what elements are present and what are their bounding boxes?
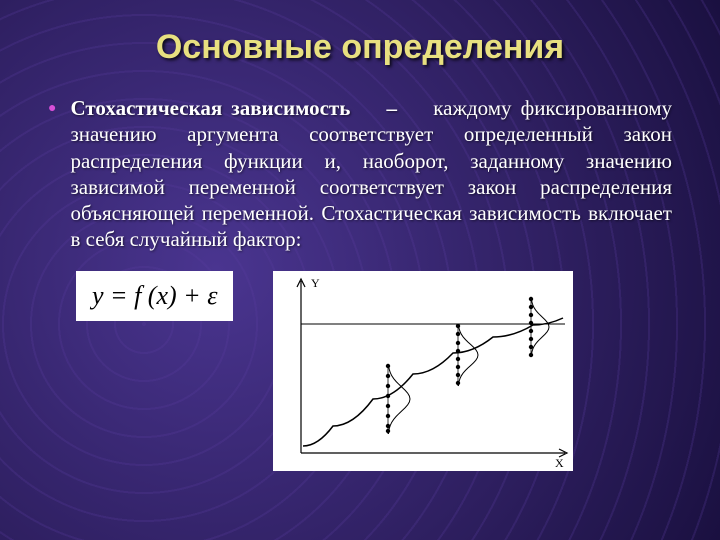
term-bold: Стохастическая зависимость bbox=[70, 96, 350, 120]
bullet-icon: ● bbox=[48, 101, 56, 117]
slide-content: Основные определения ● Стохастическая за… bbox=[0, 0, 720, 491]
chart-svg: YX bbox=[273, 271, 573, 471]
svg-text:X: X bbox=[555, 456, 564, 470]
formula-text: y = f (x) + ε bbox=[92, 281, 217, 310]
svg-text:Y: Y bbox=[311, 276, 320, 290]
stochastic-chart: YX bbox=[273, 271, 573, 471]
bullet-paragraph: ● Стохастическая зависимость – каждому ф… bbox=[48, 95, 672, 253]
slide-title: Основные определения bbox=[48, 28, 672, 67]
dash: – bbox=[387, 96, 398, 120]
figures-row: y = f (x) + ε YX bbox=[76, 271, 672, 471]
body-text: Стохастическая зависимость – каждому фик… bbox=[70, 95, 672, 253]
formula-box: y = f (x) + ε bbox=[76, 271, 233, 321]
